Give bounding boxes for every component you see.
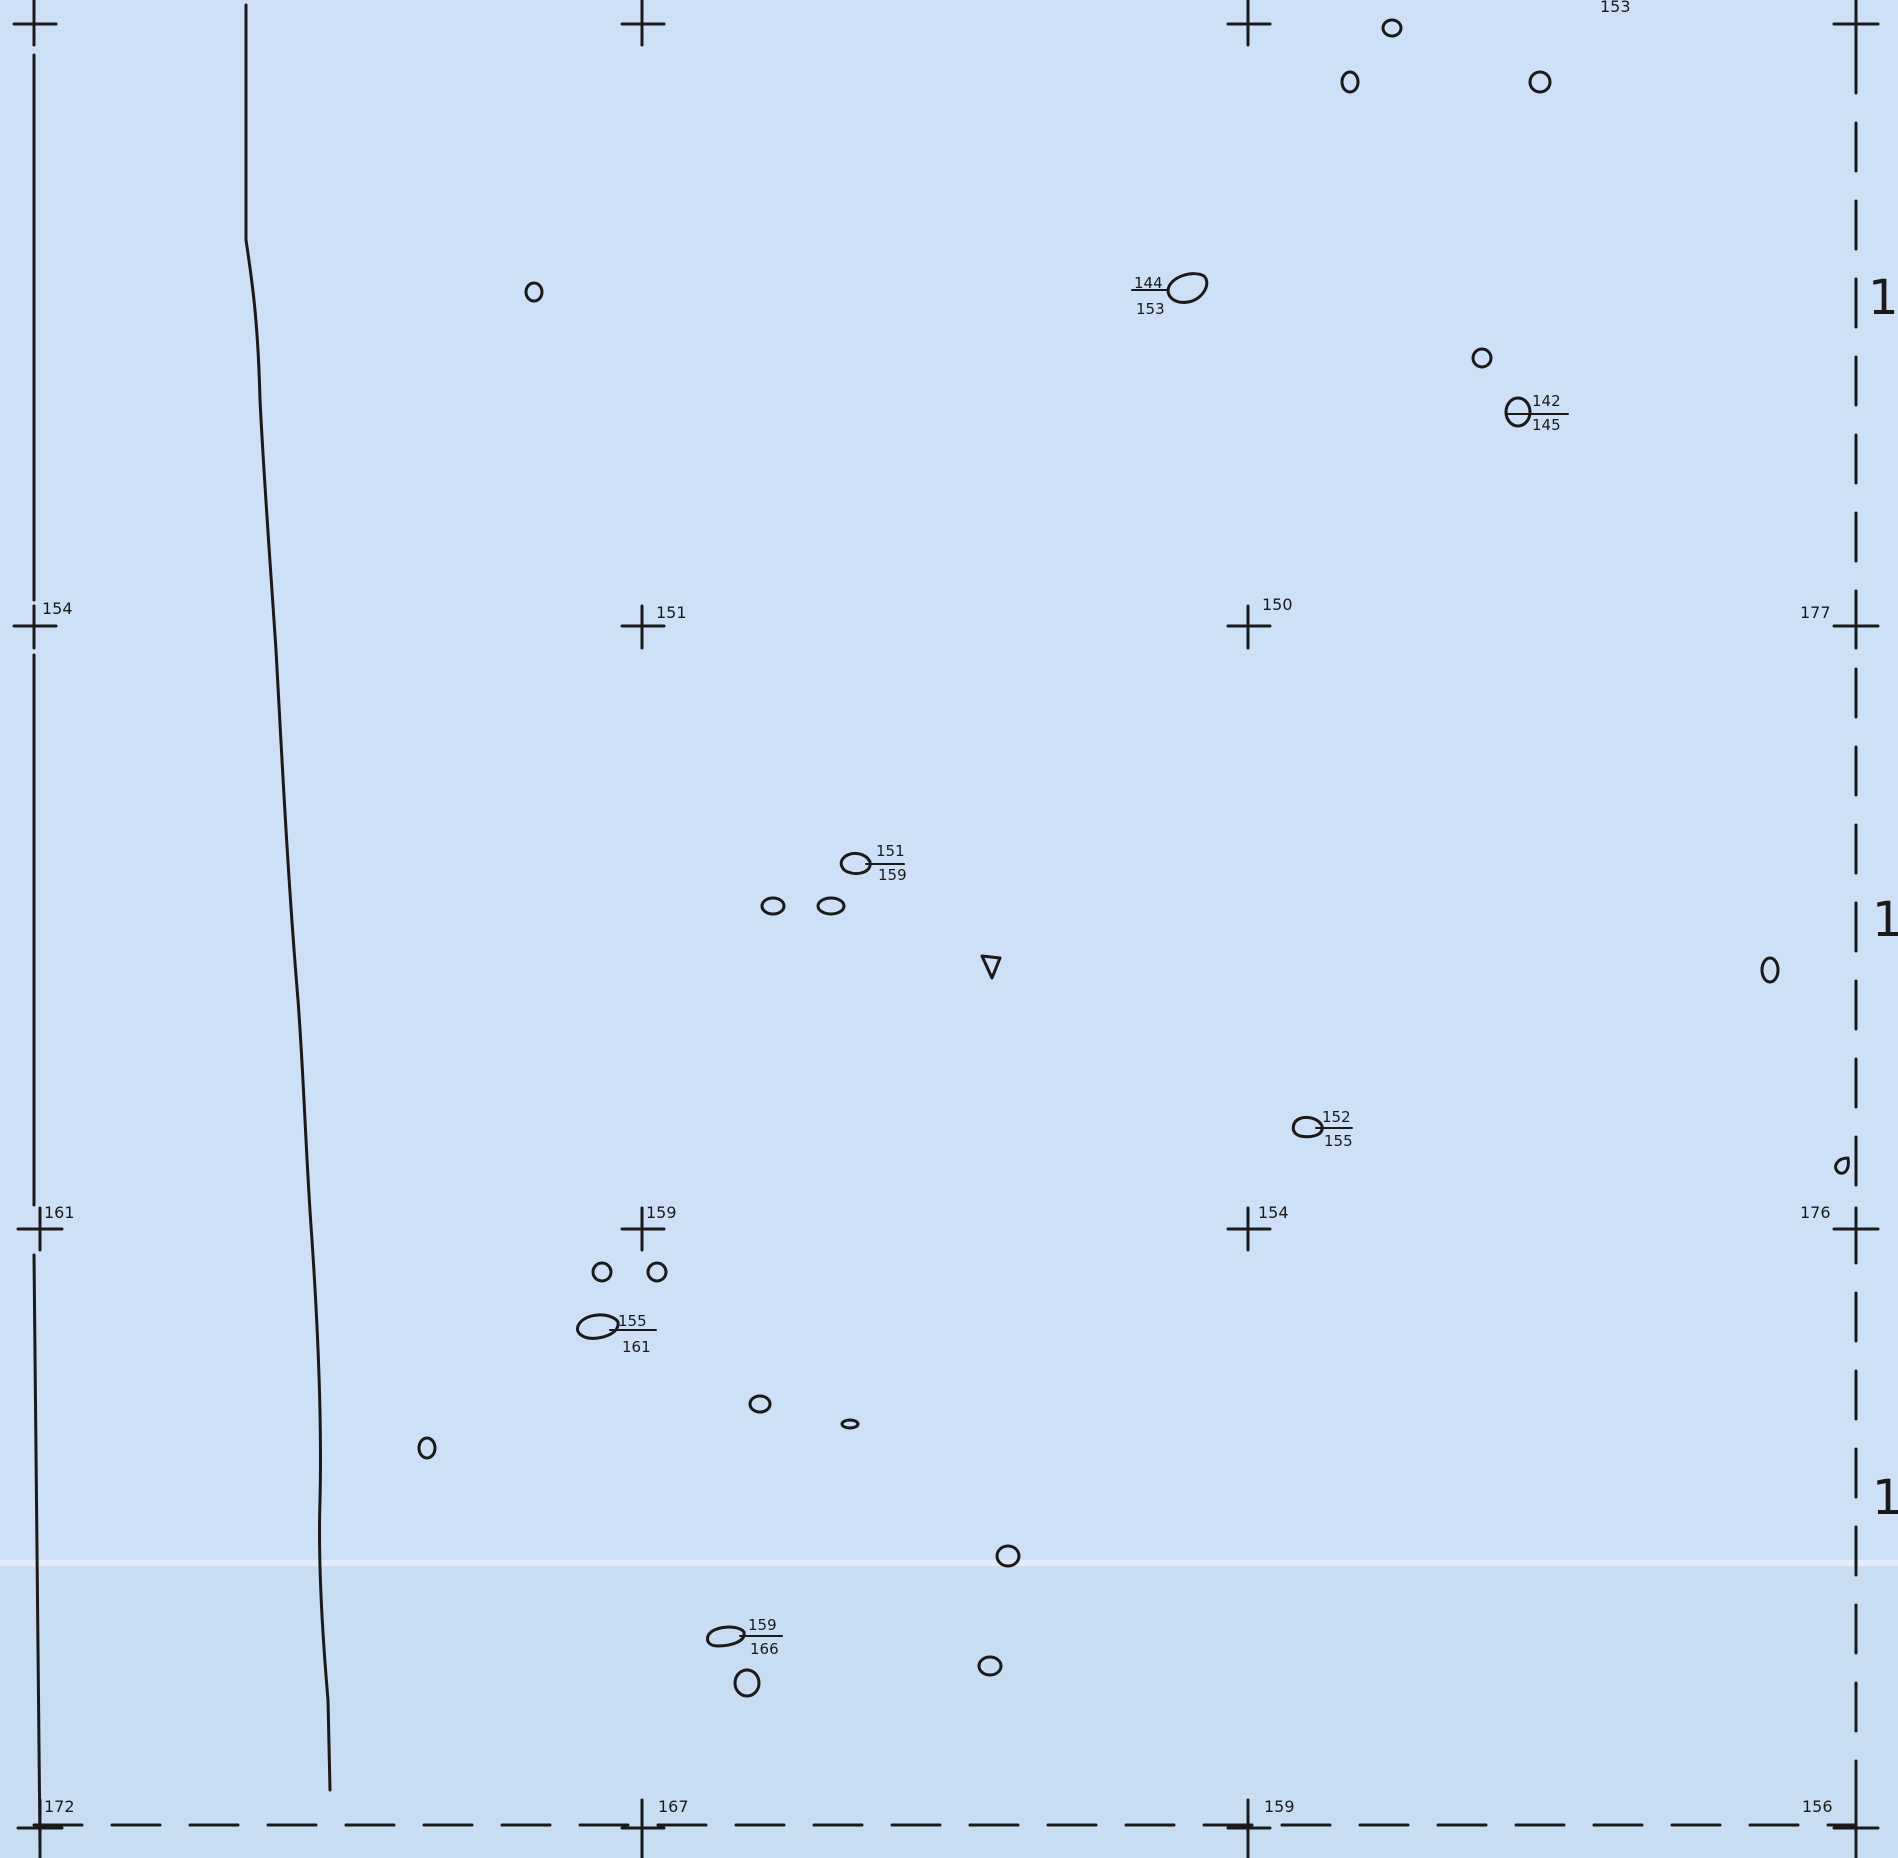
point-marker <box>995 1544 1021 1568</box>
grid-label: 154 <box>1258 1203 1289 1222</box>
grid-label: 159 <box>646 1203 677 1222</box>
feature-label-bottom: 155 <box>1324 1132 1353 1150</box>
feature-label-bottom: 153 <box>1136 300 1165 318</box>
margin-label: 1: <box>1872 892 1898 948</box>
point-marker <box>1381 18 1403 38</box>
grid-cross <box>12 0 58 47</box>
point-marker <box>840 1418 860 1430</box>
grid-cross <box>1832 1798 1880 1858</box>
feature-f1: 144 153 <box>1131 272 1209 318</box>
grid-cross <box>620 0 666 47</box>
grid-label: 172 <box>44 1797 75 1816</box>
feature-label-top: 152 <box>1322 1108 1351 1126</box>
feature-label-top: 151 <box>876 842 905 860</box>
grid-cross <box>12 604 58 650</box>
grid-cross <box>1832 1206 1880 1252</box>
grid-cross <box>1226 1206 1272 1252</box>
grid-label: 176 <box>1800 1203 1831 1222</box>
point-marker <box>591 1261 613 1283</box>
margin-label: 1: <box>1872 1470 1898 1526</box>
feature-f3: 151 159 <box>839 842 907 884</box>
point-marker <box>748 1394 772 1414</box>
feature-label-bottom: 166 <box>750 1640 779 1658</box>
grid-label: 177 <box>1800 603 1831 622</box>
grid-cross <box>1226 1798 1272 1858</box>
grid-cross <box>1832 0 1880 47</box>
feature-label-bottom: 161 <box>622 1338 651 1356</box>
grid-cross <box>16 1798 64 1858</box>
point-marker <box>417 1436 437 1460</box>
point-marker <box>977 1655 1003 1677</box>
point-marker <box>1340 70 1360 94</box>
point-marker <box>760 896 786 916</box>
grid-cross <box>1832 604 1880 650</box>
point-marker <box>1471 347 1493 369</box>
grid-label: 167 <box>658 1797 689 1816</box>
feature-label-top: 159 <box>748 1616 777 1634</box>
feature-label-top: 155 <box>618 1312 647 1330</box>
grid-label: 151 <box>656 603 687 622</box>
point-features <box>417 18 1850 1698</box>
grid-label: 153 <box>1600 0 1631 16</box>
grid-cross <box>16 1206 64 1252</box>
feature-label-top: 142 <box>1532 392 1561 410</box>
feature-label-top: 144 <box>1134 274 1163 292</box>
feature-label-bottom: 145 <box>1532 416 1561 434</box>
point-marker <box>1834 1156 1850 1175</box>
feature-f5: 155 161 <box>576 1312 657 1356</box>
grid-cross <box>620 1798 666 1858</box>
fold-shadow <box>0 1566 1898 1858</box>
margin-label: 1( <box>1868 270 1898 326</box>
grid-cross <box>620 1206 666 1252</box>
grid-label: 161 <box>44 1203 75 1222</box>
point-marker <box>1528 70 1552 94</box>
grid-label: 154 <box>42 599 73 618</box>
point-marker <box>733 1668 761 1698</box>
feature-f2: 142 145 <box>1504 392 1569 434</box>
fold-crease <box>0 1560 1898 1566</box>
point-marker <box>646 1261 668 1283</box>
grid-cross <box>1226 0 1272 47</box>
grid-cross <box>620 604 666 650</box>
grid-crosses <box>12 0 1880 1858</box>
grid-label: 150 <box>1262 595 1293 614</box>
grid-label: 156 <box>1802 1797 1833 1816</box>
left-boundary-line <box>32 53 42 1847</box>
feature-f4: 152 155 <box>1291 1108 1353 1150</box>
grid-cross <box>1226 604 1272 650</box>
grid-label: 159 <box>1264 1797 1295 1816</box>
point-marker <box>980 954 1002 980</box>
contour-line <box>244 3 332 1792</box>
feature-f6: 159 166 <box>706 1616 783 1658</box>
point-marker <box>1760 956 1780 984</box>
feature-label-bottom: 159 <box>878 866 907 884</box>
point-marker <box>524 281 544 303</box>
point-marker <box>816 896 846 916</box>
